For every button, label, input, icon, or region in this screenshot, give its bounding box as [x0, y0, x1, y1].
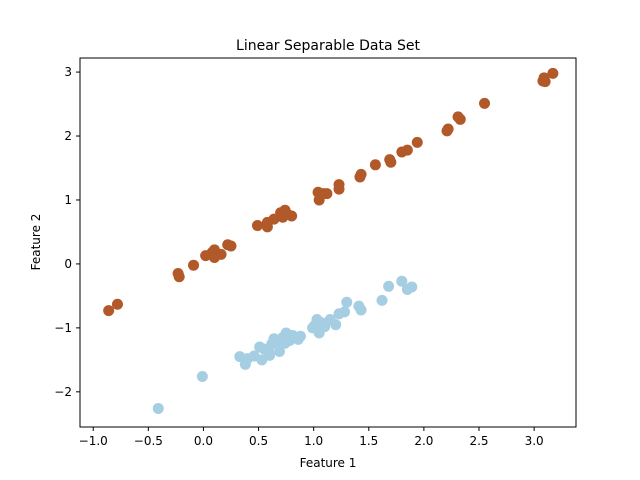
data-point	[173, 271, 185, 283]
data-point	[330, 319, 342, 331]
data-point	[539, 76, 551, 88]
y-axis: −2 −1 0 1 2 3	[54, 65, 80, 399]
series-0	[103, 67, 559, 317]
data-point	[225, 240, 237, 252]
y-tick-label: −1	[54, 321, 72, 335]
data-point	[341, 296, 353, 308]
data-point	[321, 188, 333, 200]
x-tick-label: −1.0	[79, 434, 108, 448]
data-point	[339, 306, 351, 318]
x-tick-label: 0.0	[194, 434, 213, 448]
y-axis-label: Feature 2	[29, 214, 43, 271]
data-point	[111, 298, 123, 310]
x-tick-label: 2.5	[469, 434, 488, 448]
data-point	[103, 305, 115, 317]
data-point	[406, 281, 418, 293]
x-axis-label: Feature 1	[300, 456, 357, 470]
data-point	[369, 159, 381, 171]
y-tick-label: 1	[64, 193, 72, 207]
x-tick-label: 0.5	[249, 434, 268, 448]
data-point	[294, 330, 306, 342]
x-axis: −1.0 −0.5 0.0 0.5 1.0 1.5 2.0 2.5 3.0	[79, 427, 544, 448]
data-point	[442, 123, 454, 135]
data-point	[547, 67, 559, 79]
data-point	[385, 156, 397, 168]
x-tick-label: 3.0	[525, 434, 544, 448]
series-1	[152, 275, 418, 414]
plot-frame	[79, 57, 577, 428]
y-tick-label: 2	[64, 129, 72, 143]
data-point	[355, 304, 367, 316]
data-point	[355, 168, 367, 180]
x-tick-label: 1.5	[359, 434, 378, 448]
x-tick-label: 2.0	[414, 434, 433, 448]
data-point	[411, 136, 423, 148]
data-point	[264, 349, 276, 361]
data-point	[383, 280, 395, 292]
data-point	[454, 113, 466, 125]
data-point	[215, 248, 227, 260]
chart-title: Linear Separable Data Set	[236, 38, 420, 54]
data-points	[103, 67, 559, 414]
data-point	[401, 144, 413, 156]
y-tick-label: 3	[64, 65, 72, 79]
y-tick-label: −2	[54, 385, 72, 399]
data-point	[188, 259, 200, 271]
x-tick-label: −0.5	[134, 434, 163, 448]
data-point	[396, 275, 408, 287]
data-point	[274, 346, 285, 358]
data-point	[479, 97, 491, 109]
data-point	[251, 220, 263, 232]
data-point	[196, 370, 208, 382]
data-point	[376, 294, 388, 306]
data-point	[286, 210, 298, 222]
y-tick-label: 0	[64, 257, 72, 271]
x-tick-label: 1.0	[304, 434, 323, 448]
data-point	[333, 179, 345, 191]
data-point	[152, 402, 164, 414]
